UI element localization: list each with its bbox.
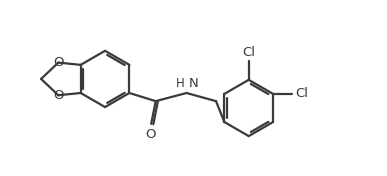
- Text: N: N: [188, 77, 198, 90]
- Text: O: O: [53, 56, 63, 69]
- Text: O: O: [145, 128, 156, 141]
- Text: Cl: Cl: [242, 46, 255, 59]
- Text: O: O: [53, 89, 63, 102]
- Text: H: H: [176, 77, 185, 90]
- Text: Cl: Cl: [295, 87, 308, 100]
